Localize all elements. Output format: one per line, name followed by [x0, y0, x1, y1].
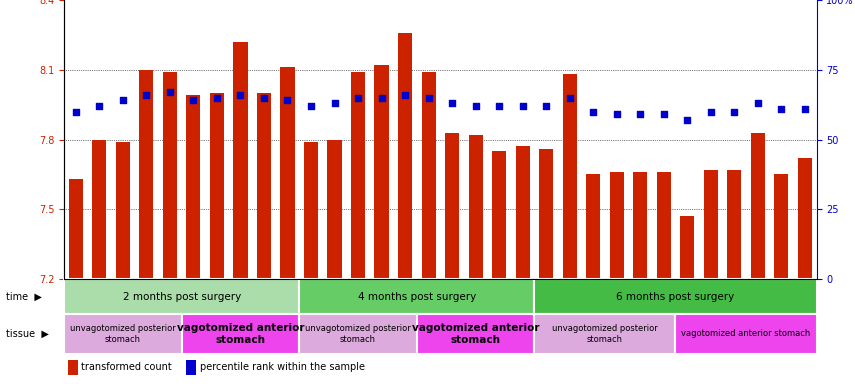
Bar — [534, 314, 675, 354]
Point — [304, 103, 318, 109]
Point — [634, 111, 647, 118]
Bar — [92, 139, 106, 279]
Text: transformed count: transformed count — [81, 362, 172, 372]
Bar — [469, 135, 482, 279]
Point — [92, 103, 106, 109]
Text: percentile rank within the sample: percentile rank within the sample — [200, 362, 365, 372]
Point — [798, 106, 811, 112]
Bar — [610, 172, 624, 279]
Point — [445, 100, 459, 106]
Point — [704, 109, 717, 115]
Point — [257, 94, 271, 101]
Bar — [798, 158, 812, 279]
Point — [681, 117, 694, 123]
Bar — [751, 132, 764, 279]
Point — [751, 100, 764, 106]
Bar — [445, 132, 459, 279]
Text: 4 months post surgery: 4 months post surgery — [357, 291, 476, 301]
Point — [516, 103, 529, 109]
Point — [69, 109, 83, 115]
Point — [563, 94, 576, 101]
Point — [587, 109, 600, 115]
Point — [398, 92, 412, 98]
Text: unvagotomized posterior
stomach: unvagotomized posterior stomach — [70, 324, 176, 344]
Bar — [351, 72, 365, 279]
Point — [775, 106, 788, 112]
Bar — [186, 360, 197, 375]
Bar — [181, 314, 299, 354]
Point — [657, 111, 670, 118]
Bar — [327, 139, 341, 279]
Point — [469, 103, 482, 109]
Bar — [139, 70, 154, 279]
Point — [280, 98, 294, 104]
Bar — [299, 314, 416, 354]
Bar — [186, 95, 200, 279]
Point — [422, 94, 435, 101]
Point — [610, 111, 623, 118]
Bar — [775, 174, 788, 279]
Text: 6 months post surgery: 6 months post surgery — [616, 291, 734, 301]
Bar — [280, 68, 294, 279]
Bar — [115, 142, 130, 279]
Bar — [704, 170, 718, 279]
Bar — [299, 279, 534, 314]
Bar — [587, 174, 600, 279]
Bar — [657, 172, 671, 279]
Bar — [64, 279, 299, 314]
Text: time  ▶: time ▶ — [7, 291, 42, 301]
Point — [540, 103, 553, 109]
Point — [139, 92, 153, 98]
Bar — [304, 142, 318, 279]
Point — [492, 103, 506, 109]
Bar — [416, 314, 534, 354]
Text: unvagotomized posterior
stomach: unvagotomized posterior stomach — [552, 324, 657, 344]
Bar — [675, 314, 817, 354]
Bar — [492, 151, 506, 279]
Bar — [398, 33, 412, 279]
Text: 2 months post surgery: 2 months post surgery — [122, 291, 241, 301]
Point — [163, 89, 177, 95]
Bar — [563, 74, 576, 279]
Bar — [422, 72, 435, 279]
Point — [728, 109, 741, 115]
Bar — [68, 360, 78, 375]
Bar — [539, 149, 553, 279]
Bar — [233, 42, 248, 279]
Bar — [162, 72, 177, 279]
Bar — [68, 179, 83, 279]
Bar — [516, 146, 530, 279]
Text: vagotomized anterior
stomach: vagotomized anterior stomach — [177, 323, 304, 345]
Point — [210, 94, 224, 101]
Text: tissue  ▶: tissue ▶ — [7, 329, 50, 339]
Bar — [64, 314, 181, 354]
Bar — [680, 216, 694, 279]
Text: vagotomized anterior stomach: vagotomized anterior stomach — [681, 329, 811, 339]
Point — [116, 98, 130, 104]
Bar — [727, 170, 741, 279]
Bar — [534, 279, 817, 314]
Point — [186, 98, 200, 104]
Bar — [209, 93, 224, 279]
Text: vagotomized anterior
stomach: vagotomized anterior stomach — [412, 323, 540, 345]
Point — [374, 94, 388, 101]
Point — [327, 100, 341, 106]
Text: unvagotomized posterior
stomach: unvagotomized posterior stomach — [305, 324, 411, 344]
Point — [233, 92, 247, 98]
Bar — [374, 65, 388, 279]
Bar — [633, 172, 647, 279]
Point — [351, 94, 365, 101]
Bar — [256, 93, 271, 279]
